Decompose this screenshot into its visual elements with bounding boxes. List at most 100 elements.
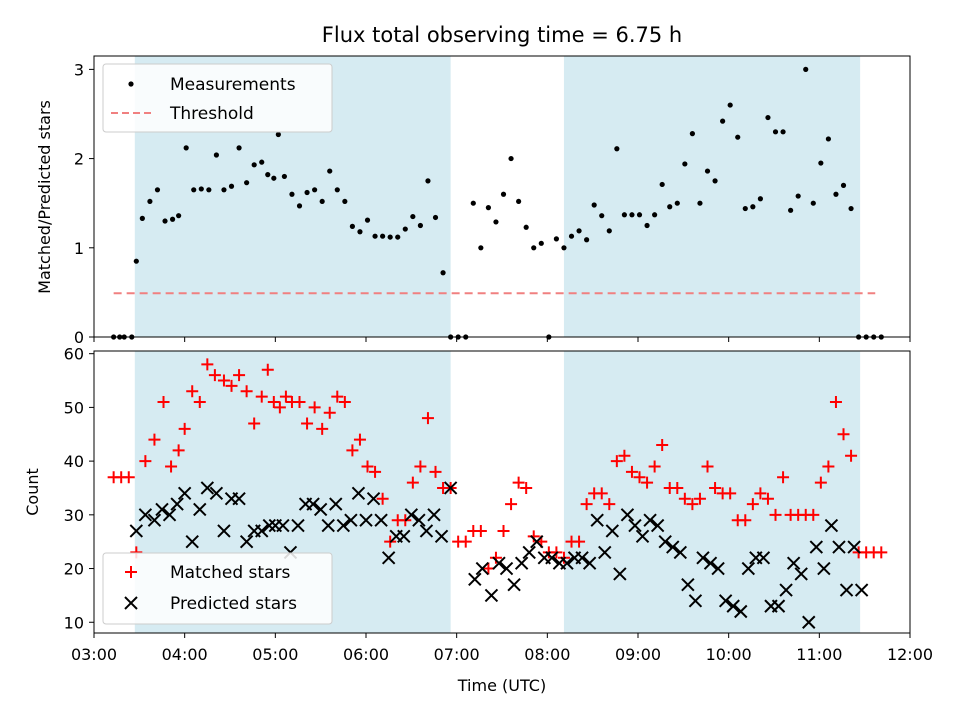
matched-star-point: [474, 524, 487, 537]
x-tick-label: 04:00: [162, 645, 208, 664]
matched-star-point: [625, 465, 638, 478]
observing-window-span: [563, 56, 861, 337]
predicted-star-point: [374, 513, 388, 527]
predicted-star-point: [200, 481, 215, 495]
count-panel: 10 20 30 40 50 60 03:00 04:00 05:00 06:00 07:00 08…: [23, 345, 933, 695]
predicted-star-point: [404, 508, 419, 522]
predicted-star-point: [419, 524, 434, 538]
predicted-star-point: [779, 583, 793, 597]
measurements-legend-marker: [128, 81, 134, 87]
predicted-star-point: [786, 556, 801, 570]
measurement-point: [840, 182, 847, 188]
predicted-star-point: [824, 518, 839, 533]
top-legend-frame: [102, 63, 333, 133]
predicted-star-point: [138, 508, 153, 522]
matched-star-point: [746, 498, 759, 511]
matched-star-point: [761, 492, 774, 505]
predicted-star-point: [359, 513, 373, 527]
matched-star-point: [656, 439, 669, 451]
matched-star-point: [724, 487, 737, 500]
predicted-star-point: [741, 561, 756, 576]
matched-star-point: [261, 363, 274, 376]
measurement-point: [259, 159, 265, 165]
predicted-star-point: [336, 518, 351, 533]
measurement-point: [334, 187, 340, 193]
y-tick-label: 60: [64, 345, 84, 364]
matched-star-point: [497, 524, 510, 537]
measurement-point: [727, 102, 733, 108]
matched-star-point: [527, 530, 540, 543]
predicted-star-point: [696, 551, 710, 565]
predicted-star-point: [734, 604, 748, 619]
predicted-star-point: [832, 540, 846, 554]
measurement-point: [395, 234, 401, 240]
measurement-point: [275, 131, 281, 138]
x-tick-label: 11:00: [796, 645, 842, 664]
measurement-point: [568, 233, 575, 239]
predicted-star-point: [412, 513, 426, 527]
predicted-star-point: [434, 529, 449, 544]
predicted-star-point: [291, 518, 305, 533]
predicted-star-point: [605, 524, 620, 538]
measurement-point: [772, 129, 779, 135]
measurement-points: [111, 66, 884, 340]
measurement-point: [780, 129, 786, 135]
measurement-point: [803, 66, 809, 72]
matched-star-point: [603, 498, 616, 511]
matched-star-point: [580, 498, 593, 511]
measurement-point: [833, 191, 839, 197]
measurement-point: [364, 217, 371, 223]
bottom-legend-frame: [102, 552, 333, 625]
measurement-point: [417, 222, 423, 229]
measurement-point: [470, 200, 476, 206]
measurement-point: [319, 198, 325, 205]
predicted-star-point: [193, 502, 207, 517]
measurement-point: [191, 187, 197, 193]
measurement-point: [576, 228, 582, 234]
measurement-point: [176, 213, 182, 219]
matched-star-point: [769, 508, 782, 521]
y-tick-label: 50: [64, 398, 84, 417]
matched-star-point: [648, 460, 661, 473]
matched-star-point: [701, 460, 714, 473]
matched-star-point: [693, 492, 706, 505]
predicted-star-point: [475, 561, 490, 576]
matched-star-point: [293, 396, 306, 409]
measurement-point: [236, 145, 242, 151]
legend-label-measurements: Measurements: [170, 75, 296, 95]
predicted-star-point: [711, 561, 725, 576]
matched-star-point: [361, 460, 374, 473]
x-tick-label: 03:00: [71, 645, 117, 664]
measurement-point: [425, 178, 431, 184]
y-tick-label: 20: [64, 560, 84, 579]
measurement-point: [493, 219, 499, 225]
matched-star-point: [505, 498, 518, 511]
predicted-star-point: [575, 551, 589, 565]
matched-star-point: [193, 396, 206, 409]
measurement-point: [584, 237, 590, 243]
matched-star-point: [414, 460, 427, 473]
matched-star-point: [267, 396, 280, 409]
measurement-point: [697, 200, 703, 206]
matched-star-point: [807, 508, 820, 521]
predicted-star-point: [666, 540, 680, 554]
predicted-star-point: [499, 561, 514, 576]
measurement-point: [531, 245, 537, 251]
matched-star-point: [186, 385, 199, 398]
legend-label-predicted: Predicted stars: [170, 594, 297, 614]
matched-star-point: [573, 535, 586, 548]
measurement-point: [183, 145, 189, 151]
predicted-star-point: [344, 513, 358, 527]
matched-star-point: [837, 428, 850, 441]
predicted-star-point: [468, 572, 482, 586]
x-tick-label: 08:00: [524, 645, 570, 664]
matched-star-point: [208, 369, 221, 382]
matched-star-point: [875, 546, 888, 559]
measurement-point: [349, 223, 355, 229]
predicted-star-point: [321, 518, 335, 533]
matched-star-point: [421, 412, 434, 425]
predicted-star-point: [650, 518, 665, 533]
measurement-point: [147, 198, 153, 205]
measurement-point: [402, 226, 408, 232]
predicted-star-point: [514, 556, 529, 570]
